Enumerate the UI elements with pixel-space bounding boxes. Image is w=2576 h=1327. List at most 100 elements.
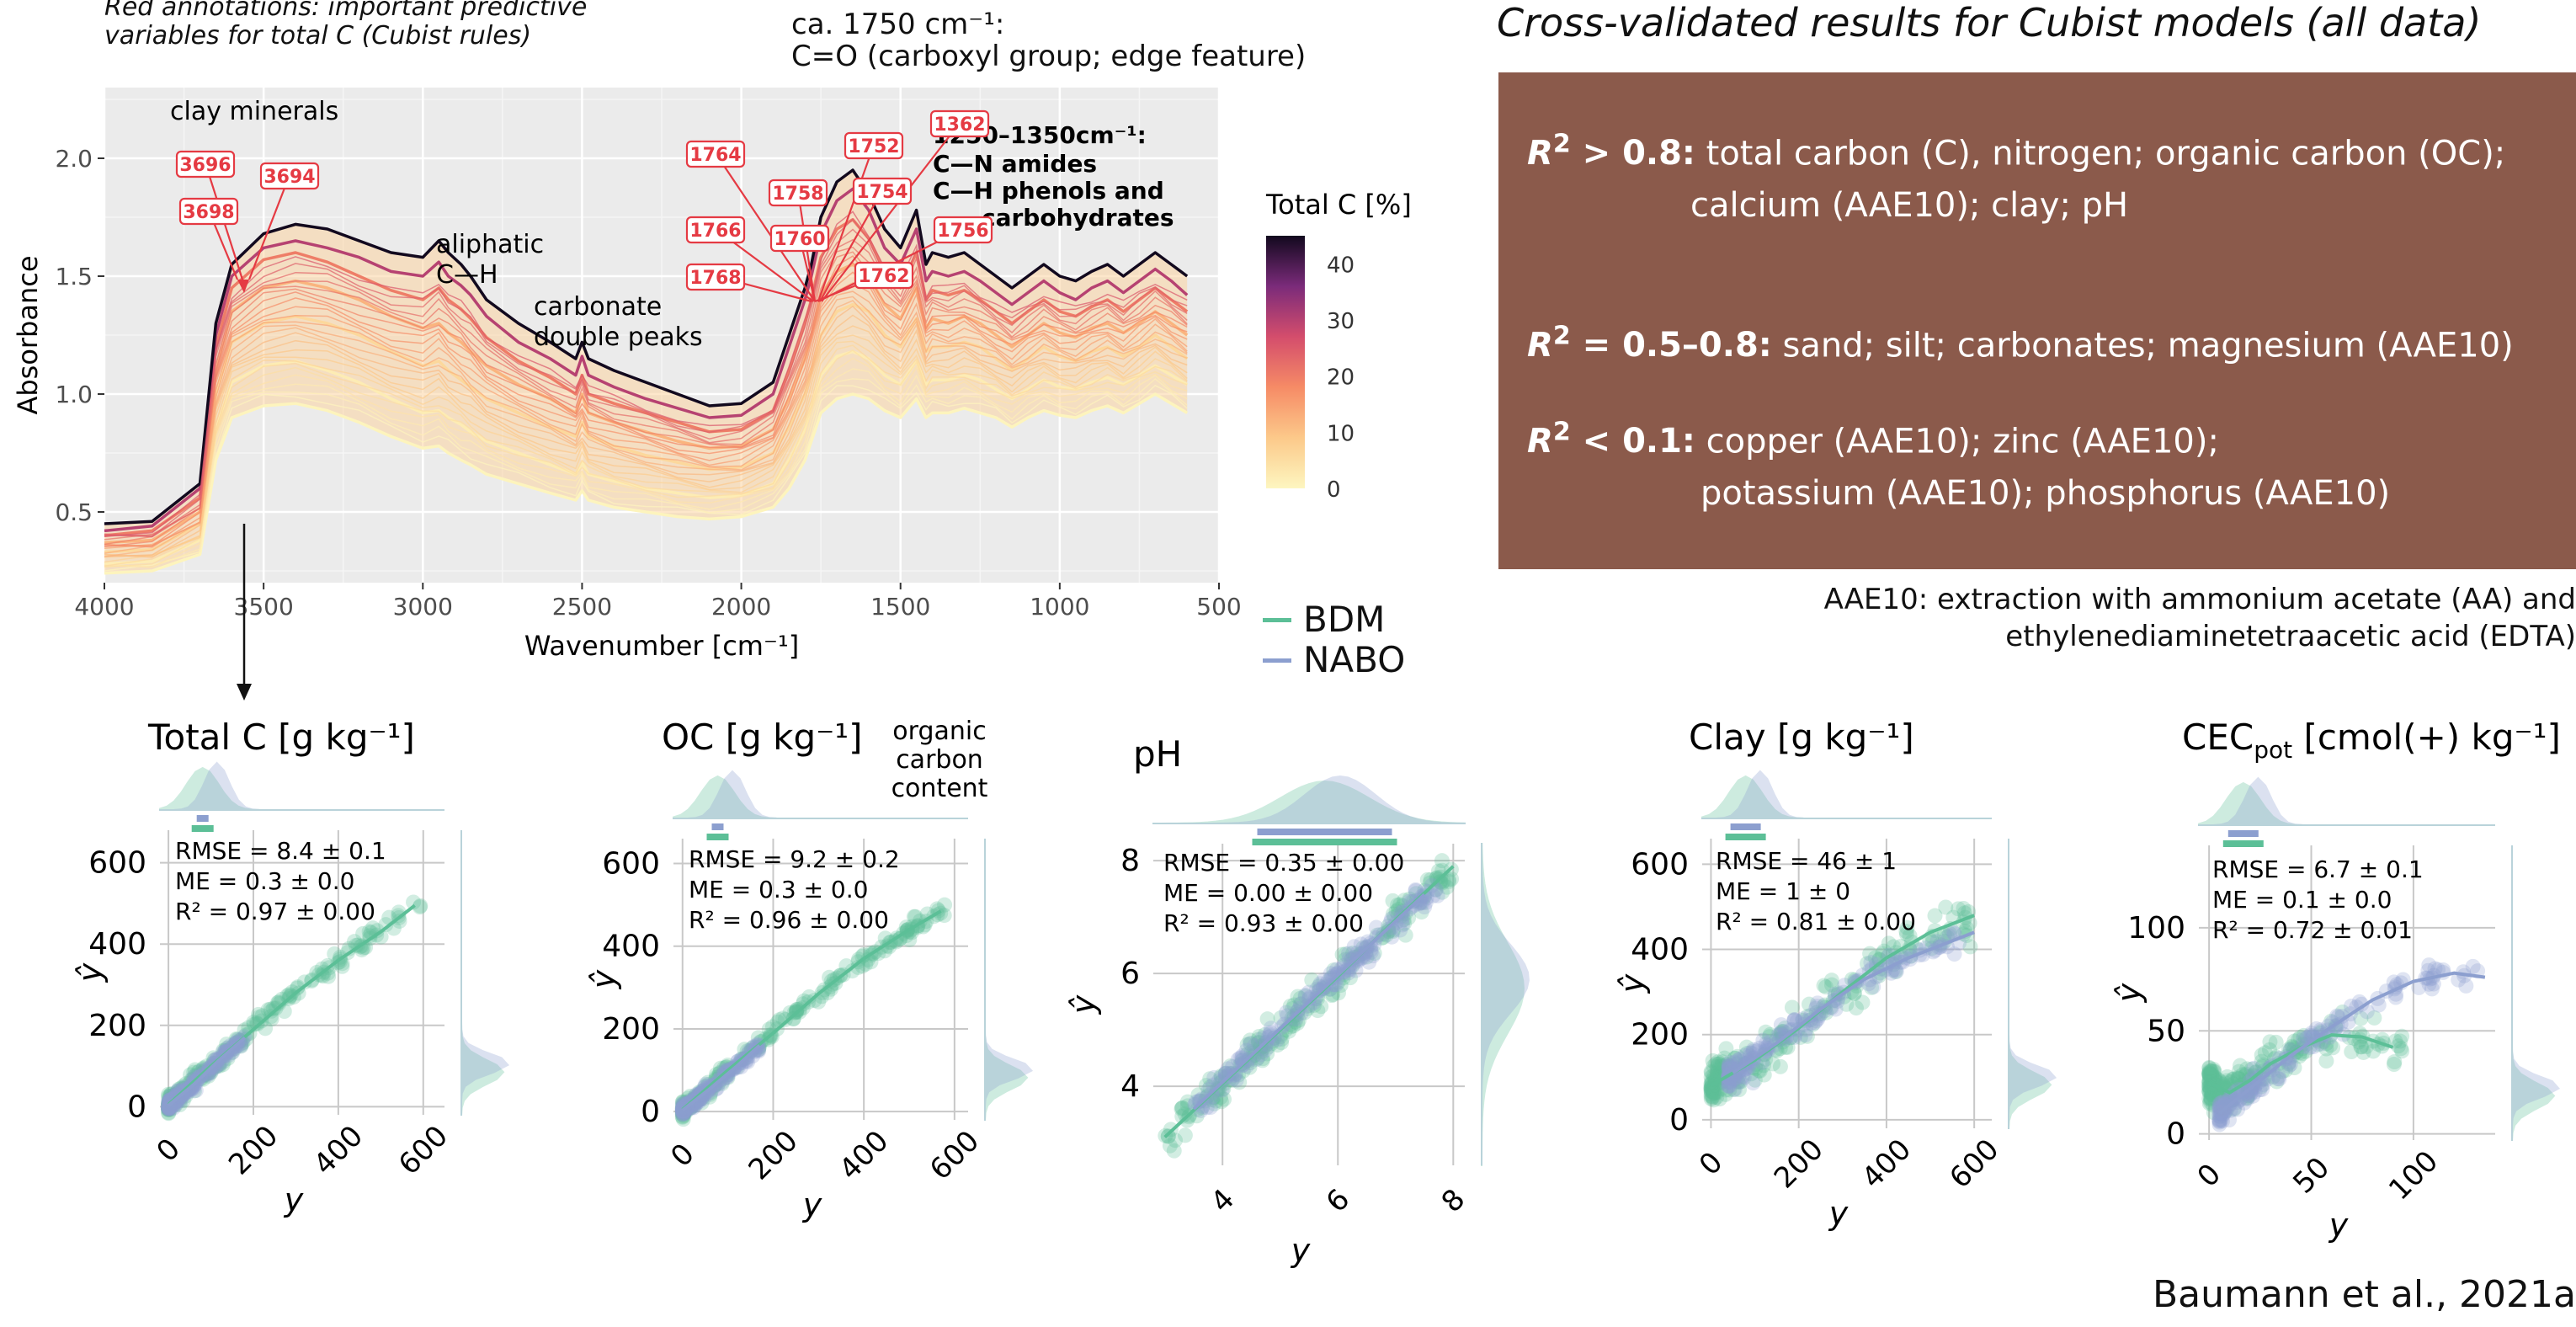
scatter-point — [1703, 1069, 1719, 1085]
scatter-point — [1705, 1053, 1721, 1069]
scatter-point — [1715, 1054, 1731, 1070]
scatter-point — [2206, 1063, 2222, 1079]
stat-line: RMSE = 0.35 ± 0.00 — [1163, 849, 1404, 877]
scatter-point — [1191, 1093, 1207, 1109]
scatter-point — [1865, 978, 1881, 994]
carboxyl-line2: C=O (carboxyl group; edge feature) — [791, 40, 1307, 73]
scatter-point — [2217, 1097, 2233, 1113]
r-symbol: R — [1527, 134, 1553, 173]
scatter-point — [933, 905, 949, 921]
carboxyl-annotation: ca. 1750 cm⁻¹: C=O (carboxyl group; edge… — [791, 8, 1306, 72]
scatter-point — [162, 1093, 178, 1109]
scatter-point — [2456, 964, 2472, 980]
cv-row-high: R2 > 0.8: total carbon (C), nitrogen; or… — [1527, 115, 2505, 184]
scatter-point — [1720, 1058, 1736, 1074]
tick-label-y: 6 — [1120, 957, 1140, 991]
scatter-point — [1310, 1003, 1326, 1019]
spectrum-sample-line — [104, 238, 1188, 536]
scatter-point — [675, 1098, 691, 1114]
scatter-point — [844, 963, 860, 979]
stat-line: R² = 0.93 ± 0.00 — [1163, 909, 1364, 937]
scatter-point — [1936, 927, 1952, 943]
scatter-point — [2318, 1041, 2334, 1057]
marker-label: 1762 — [858, 266, 909, 287]
scatter-point — [1946, 946, 1962, 962]
scatter-point — [271, 995, 287, 1011]
scatter-point — [1823, 977, 1839, 993]
scatter-point — [412, 898, 428, 914]
scatter-point — [2201, 1084, 2217, 1100]
scatter-point — [906, 909, 922, 925]
scatter-point — [1355, 948, 1370, 964]
tick-label-x: 0 — [151, 1132, 188, 1169]
nabo-swatch — [1263, 658, 1291, 663]
scatter-point — [2296, 1027, 2312, 1043]
scatter-point — [2254, 1081, 2270, 1097]
scatter-point — [378, 917, 394, 933]
scatter-point — [1382, 914, 1398, 930]
scatter-point — [677, 1105, 693, 1121]
scatter-point — [1816, 978, 1832, 994]
stat-line: R² = 0.81 ± 0.00 — [1716, 908, 1916, 935]
cv-row-high-text2: calcium (AAE10); clay; pH — [1690, 186, 2129, 225]
scatter-point — [1864, 979, 1880, 995]
tick-label-x: 4 — [1205, 1182, 1242, 1219]
scatter-point — [1718, 1041, 1734, 1057]
scatter-point — [1716, 1050, 1732, 1066]
scatter-point — [1310, 990, 1326, 1006]
marginal-right-nabo — [984, 839, 1034, 1120]
scatter-point — [1927, 908, 1943, 924]
scatter-point — [1266, 1030, 1282, 1046]
annotation-note: Red annotations: important predictive va… — [104, 0, 587, 51]
scatter-point — [2239, 1061, 2255, 1077]
tick-label-y: 0 — [127, 1090, 146, 1124]
scatter-point — [1166, 1143, 1182, 1159]
scatter-point — [169, 1086, 185, 1102]
marginal-top-nabo — [1153, 775, 1466, 824]
scatter-point — [315, 968, 331, 984]
scatter-point — [1839, 996, 1855, 1012]
scatter-point — [1301, 998, 1317, 1014]
scatter-point — [161, 1101, 177, 1116]
scatter-point — [2344, 1044, 2360, 1060]
scatter-point — [171, 1085, 187, 1101]
scatter-point — [166, 1095, 182, 1111]
r-symbol: R — [1527, 422, 1553, 461]
scatter-point — [1384, 919, 1400, 935]
cv-title: Cross-validated results for Cubist model… — [1497, 0, 2482, 45]
scatter-point — [2230, 1069, 2246, 1085]
marker-label: 1766 — [689, 221, 741, 242]
scatter-point — [2328, 1020, 2344, 1036]
scatter-point — [850, 959, 866, 975]
scatter-point — [2346, 1030, 2362, 1046]
aae10-note: AAE10: extraction with ammonium acetate … — [1824, 581, 2576, 655]
marker-label: 3696 — [179, 155, 231, 176]
scatter-point — [2204, 1086, 2220, 1102]
scatter-point — [2206, 1069, 2222, 1085]
scatter-point — [2206, 1063, 2222, 1079]
scatter-point — [2201, 1067, 2217, 1083]
stat-line: ME = 0.1 ± 0.0 — [2212, 886, 2392, 914]
spectrum-series-line — [104, 168, 1189, 525]
spectrum-y-axis-label: Absorbance — [12, 255, 44, 414]
scatter-point — [161, 1101, 177, 1117]
scatter-point — [1711, 1091, 1727, 1107]
scatter-point — [1190, 1087, 1206, 1103]
scatter-point — [162, 1100, 178, 1116]
scatter-point — [2222, 1093, 2238, 1109]
scatter-point — [279, 988, 295, 1004]
marker-label: 1756 — [937, 221, 988, 242]
y-axis-label: ŷ — [585, 969, 622, 989]
scatter-point — [2238, 1066, 2254, 1082]
scatter-point — [183, 1067, 199, 1083]
scatter-point — [2392, 1033, 2408, 1049]
trend-line-nabo — [1732, 930, 1975, 1074]
scatter-point — [1703, 1081, 1719, 1097]
scatter-point — [1718, 1082, 1734, 1098]
scatter-point — [2270, 1069, 2286, 1085]
scatter-point — [2286, 1060, 2302, 1076]
scatter-point — [674, 1109, 690, 1125]
y-axis-label: ŷ — [1614, 973, 1651, 994]
tick-label-y: 200 — [602, 1012, 660, 1047]
scatter-point — [2210, 1088, 2226, 1104]
